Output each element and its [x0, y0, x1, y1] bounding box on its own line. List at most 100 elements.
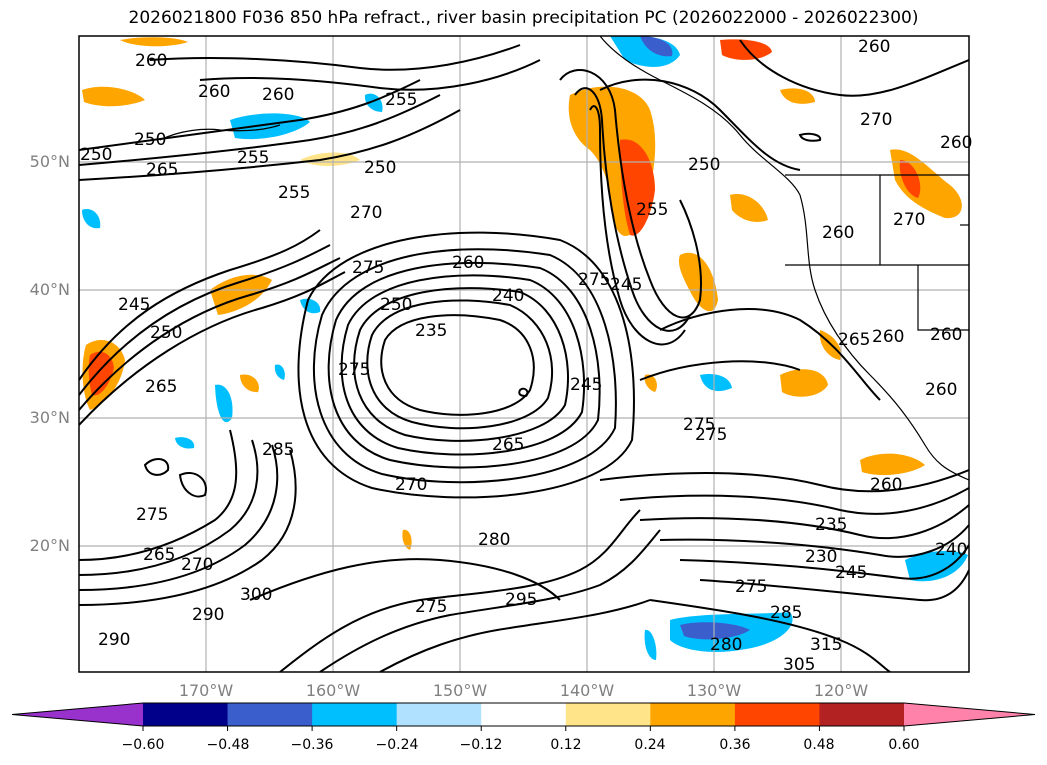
precip-patch	[730, 194, 768, 222]
precip-patch	[175, 437, 195, 449]
contour-label: 305	[783, 655, 815, 675]
contour-line	[79, 79, 421, 151]
contour-line	[699, 569, 969, 602]
contour-line	[599, 469, 969, 493]
contour-line	[79, 94, 441, 166]
colorbar-tick-label: −0.12	[459, 737, 503, 753]
precip-patch	[644, 629, 657, 660]
contour-label: 260	[872, 327, 904, 347]
precip-patch	[780, 88, 815, 104]
contour-label: 255	[278, 183, 310, 203]
contour-label: 245	[835, 563, 867, 583]
colorbar-segment	[396, 703, 482, 726]
contour-line	[79, 449, 297, 606]
coastline	[599, 36, 969, 481]
lat-label: 50°N	[29, 152, 70, 171]
contour-line	[79, 229, 321, 381]
lat-label: 20°N	[29, 536, 70, 555]
precip-patch	[82, 86, 145, 107]
contour-label: 250	[80, 145, 112, 165]
precip-patch	[860, 453, 925, 476]
contour-line	[599, 78, 801, 171]
contour-label: 260	[135, 51, 167, 71]
contour-line	[79, 429, 238, 561]
contour-label: 260	[858, 37, 890, 57]
contour-label: 245	[118, 295, 150, 315]
lon-label: 150°W	[432, 681, 488, 700]
contour-label: 255	[385, 90, 417, 110]
contour-line	[659, 524, 969, 558]
colorbar-outline	[11, 702, 1036, 727]
contour-line	[143, 458, 170, 476]
contour-label: 260	[925, 380, 957, 400]
contour-label: 235	[415, 321, 447, 341]
contour-line	[178, 472, 207, 498]
precip-negative	[82, 36, 968, 660]
precip-patch	[215, 384, 233, 423]
precip-patch	[644, 374, 657, 392]
precip-patch	[905, 550, 968, 582]
contour-label: 245	[570, 375, 602, 395]
colorbar-tick-label: 0.48	[803, 737, 835, 753]
contour-line	[639, 504, 969, 540]
colorbar-tick-label: 0.24	[634, 737, 666, 753]
contour-label: 250	[380, 295, 412, 315]
precip-patch	[120, 37, 188, 47]
contour-label: 260	[262, 85, 294, 105]
colorbar-segment	[312, 703, 398, 726]
contour-label: 250	[150, 323, 182, 343]
contour-label: 270	[860, 110, 892, 130]
contour-line	[589, 105, 686, 346]
contour-label: 265	[143, 545, 175, 565]
lon-label: 140°W	[559, 681, 615, 700]
precip-patch	[82, 209, 101, 229]
colorbar-segment	[565, 703, 651, 726]
contour-label: 275	[695, 425, 727, 445]
colorbar-segment	[734, 703, 820, 726]
contour-line	[199, 59, 541, 91]
precip-patch	[780, 369, 828, 397]
contour-line	[79, 109, 461, 181]
contour-label: 260	[452, 253, 484, 273]
lon-label: 170°W	[178, 681, 234, 700]
contour-label-group: 260 260 260 260 255 250 255 250 255 265 …	[80, 37, 972, 675]
colorbar-tick-label: −0.48	[206, 737, 250, 753]
contour-line	[297, 231, 635, 499]
precip-patch	[890, 149, 962, 219]
contour-label: 250	[134, 130, 166, 150]
precip-patch	[680, 622, 750, 640]
contour-label: 230	[805, 547, 837, 567]
contour-label: 265	[492, 435, 524, 455]
precip-patch	[899, 160, 921, 198]
colorbar-tick-label: 0.12	[550, 737, 582, 753]
contour-line	[366, 299, 553, 430]
coastline	[917, 265, 969, 331]
contour-label: 260	[870, 475, 902, 495]
precip-patch	[240, 374, 259, 393]
precip-patch	[402, 529, 412, 550]
contour-label: 255	[636, 200, 668, 220]
contour-label: 270	[893, 210, 925, 230]
precip-patch	[678, 252, 718, 312]
contour-label: 280	[710, 635, 742, 655]
contour-label: 290	[98, 630, 130, 650]
contour-line	[659, 308, 881, 401]
contour-label: 285	[262, 440, 294, 460]
contour-label: 300	[240, 585, 272, 605]
lon-label: 120°W	[813, 681, 869, 700]
colorbar-segment	[227, 703, 313, 726]
contour-label: 270	[395, 475, 427, 495]
coastline	[159, 124, 281, 141]
contour-label: 295	[505, 590, 537, 610]
contour-label: 265	[838, 330, 870, 350]
contour-line	[353, 287, 569, 442]
contour-line	[249, 558, 561, 601]
contour-label: 280	[478, 530, 510, 550]
colorbar-tick-label: −0.36	[290, 737, 334, 753]
precip-patch	[640, 36, 673, 57]
precip-patch	[274, 364, 285, 380]
contour-label: 275	[415, 597, 447, 617]
colorbar-tick-label: 0.60	[888, 737, 920, 753]
contour-line	[340, 274, 586, 456]
colorbar-segment	[819, 703, 905, 726]
